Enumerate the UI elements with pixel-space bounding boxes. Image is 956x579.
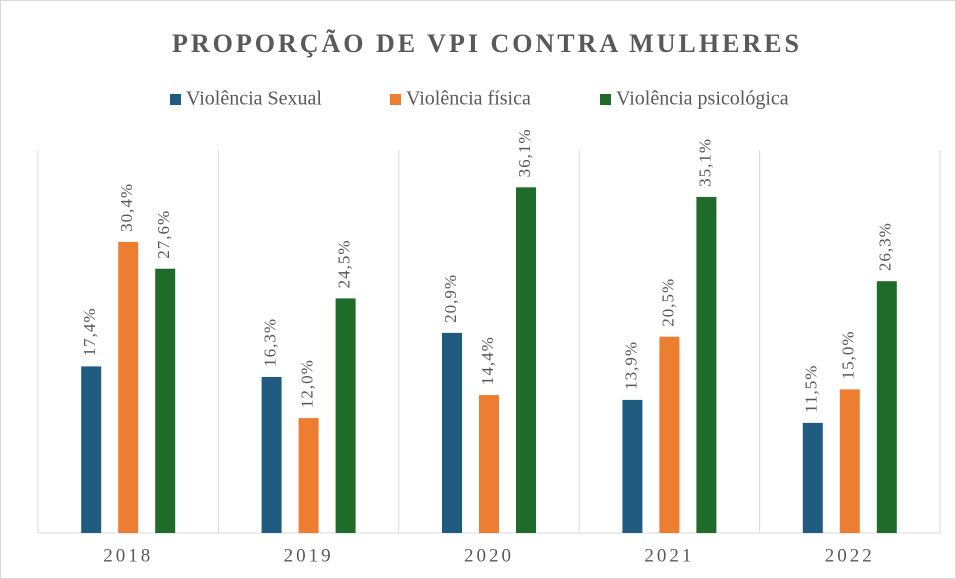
bar [335, 298, 356, 533]
data-label: 20,9% [441, 274, 460, 323]
bar [622, 399, 643, 533]
data-label: 11,5% [802, 365, 821, 413]
x-tick-label: 2021 [644, 545, 694, 566]
legend-label: Violência Sexual [186, 88, 322, 110]
bar [155, 268, 176, 533]
data-label: 17,4% [80, 307, 99, 356]
data-label: 26,3% [876, 222, 895, 271]
bar [839, 389, 860, 533]
data-label: 14,4% [478, 336, 497, 385]
bar [696, 196, 717, 534]
bar [876, 281, 897, 533]
legend-swatch [600, 94, 611, 105]
chart-title: PROPORÇÃO DE VPI CONTRA MULHERES [172, 29, 802, 58]
x-tick-label: 2022 [825, 545, 875, 566]
data-label: 16,3% [261, 318, 280, 367]
data-label: 20,5% [658, 278, 677, 327]
legend-label: Violência física [406, 88, 531, 110]
legend-label: Violência psicológica [616, 88, 789, 110]
bar [118, 241, 139, 534]
legend-swatch [170, 94, 181, 105]
bar [802, 422, 823, 533]
bar [479, 395, 499, 533]
legend-swatch [390, 94, 401, 105]
bar [81, 366, 102, 533]
bar [261, 376, 282, 533]
data-label: 24,5% [335, 239, 354, 288]
data-label: 27,6% [154, 210, 173, 259]
bar [659, 336, 680, 533]
x-tick-label: 2020 [464, 545, 514, 566]
data-label: 35,1% [695, 138, 714, 187]
x-tick-label: 2019 [284, 545, 334, 566]
data-label: 30,4% [117, 183, 136, 232]
bar [442, 332, 462, 533]
bar [298, 418, 319, 533]
bar [516, 187, 536, 533]
data-label: 12,0% [298, 359, 317, 408]
data-label: 36,1% [515, 128, 534, 177]
data-label: 13,9% [621, 341, 640, 390]
data-label: 15,0% [839, 330, 858, 379]
x-tick-label: 2018 [103, 545, 153, 566]
